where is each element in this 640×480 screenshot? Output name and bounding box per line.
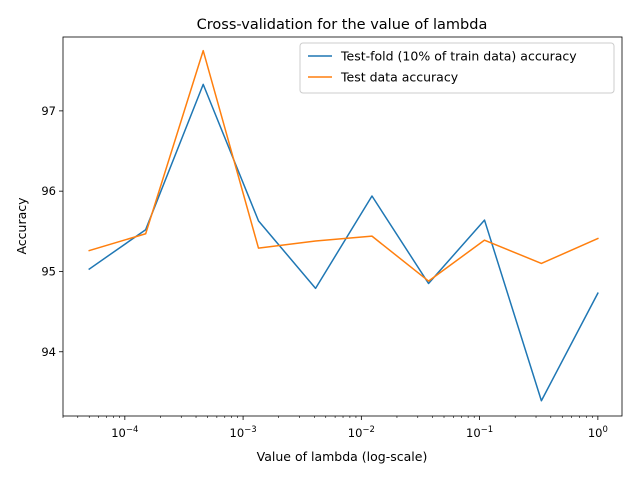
y-tick-label-2: 95	[41, 264, 56, 278]
y-tick-label-4: 97	[41, 104, 56, 118]
x-tick-label-2: 10−3	[230, 425, 257, 440]
y-axis-label: Accuracy	[14, 197, 29, 255]
chart-title: Cross-validation for the value of lambda	[197, 17, 488, 33]
x-axis-label: Value of lambda (log-scale)	[257, 449, 428, 464]
legend-label-1: Test-fold (10% of train data) accuracy	[340, 49, 577, 64]
legend-label-2: Test data accuracy	[340, 70, 459, 85]
x-tick-label-5: 100	[588, 425, 608, 440]
x-tick-label-3: 10−2	[348, 425, 375, 440]
x-tick-label-4: 10−1	[466, 425, 493, 440]
legend-box	[299, 42, 615, 94]
y-tick-label-3: 96	[41, 184, 56, 198]
axes-frame	[62, 36, 623, 417]
series-line-1	[88, 83, 599, 402]
plot-area: 10−4 10−3 10−2 10−1 100 94 95 96 97 Test-fold (10…	[41, 36, 623, 440]
y-tick-label-1: 94	[41, 345, 56, 359]
x-tick-label-1: 10−4	[111, 425, 138, 440]
series-line-2	[88, 49, 599, 282]
